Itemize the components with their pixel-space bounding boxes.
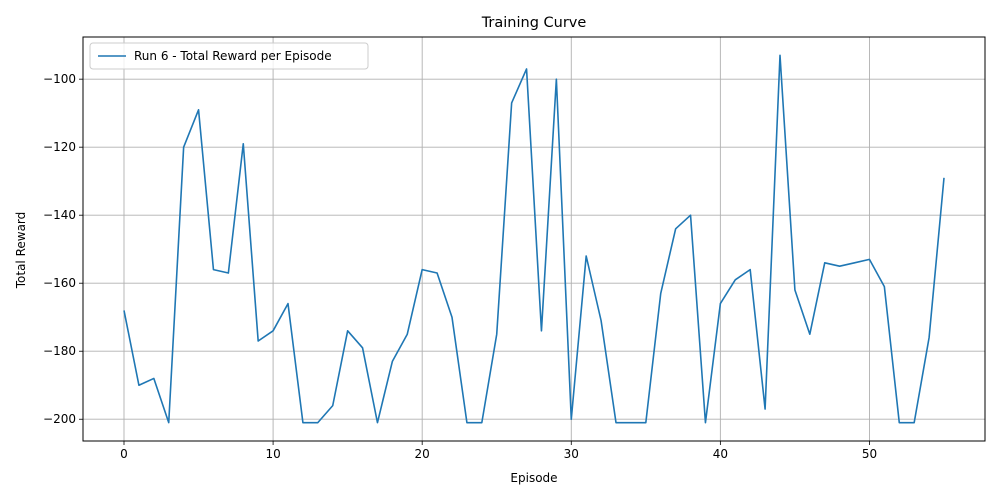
x-tick-label: 0 [120,447,128,461]
y-tick-label: −200 [43,412,76,426]
legend-entry-label: Run 6 - Total Reward per Episode [134,49,332,63]
x-tick-label: 20 [415,447,430,461]
grid [83,37,985,441]
chart-title: Training Curve [481,15,587,31]
x-tick-label: 30 [564,447,579,461]
x-tick-label: 50 [862,447,877,461]
x-axis-label: Episode [510,471,557,485]
y-tick-label: −180 [43,344,76,358]
x-tick-label: 10 [265,447,280,461]
y-tick-label: −140 [43,208,76,222]
series-layer [123,54,945,424]
legend-box [89,42,369,70]
y-axis-ticks: −200 −180 −160 −140 −120 −100 [43,72,83,426]
series-line [123,54,945,424]
plot-frame [82,36,986,442]
y-axis-label: Total Reward [14,212,28,290]
y-tick-label: −100 [43,72,76,86]
y-tick-label: −160 [43,276,76,290]
x-tick-label: 40 [713,447,728,461]
legend: Run 6 - Total Reward per Episode [89,42,369,70]
y-tick-label: −120 [43,140,76,154]
x-axis-ticks: 0 10 20 30 40 50 [120,441,877,461]
